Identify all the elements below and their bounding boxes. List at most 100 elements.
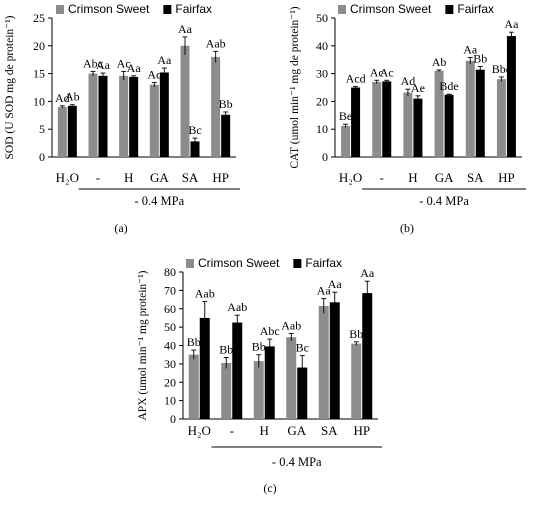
bar-crimson-sweet [149, 84, 159, 157]
significance-label: Be [339, 109, 352, 123]
y-axis-label: CAT (umol min⁻¹ mg de protein⁻¹) [289, 6, 301, 168]
significance-label: Ad [401, 74, 416, 88]
y-tick-label: 15 [33, 67, 45, 81]
legend-label: Fairfax [175, 2, 212, 16]
y-tick-label: 5 [39, 122, 45, 136]
legend-label: Fairfax [305, 256, 342, 270]
significance-label: Aa [96, 58, 111, 72]
y-axis-label: APX (umol min⁻¹ mg protein⁻¹) [137, 270, 149, 420]
bar-crimson-sweet [318, 305, 329, 419]
legend-label: Crimson Sweet [350, 2, 432, 16]
y-tick-label: 20 [33, 39, 45, 53]
y-tick-label: 20 [316, 94, 328, 108]
cat-chart: 0 10 20 30 40 50 CAT (umol min⁻¹ mg de protein… [289, 2, 526, 235]
significance-label: Bb [219, 342, 233, 356]
bar-fairfax [129, 76, 139, 157]
x-tick-label: GA [150, 170, 169, 185]
y-tick-label: 0 [170, 412, 176, 426]
y-tick-label: 10 [316, 122, 328, 136]
x-tick-label: SA [182, 170, 199, 185]
bar-fairfax [264, 346, 275, 419]
significance-label: Ac [370, 65, 384, 79]
bar-crimson-sweet [351, 343, 362, 419]
y-tick-label: 40 [164, 339, 176, 353]
condition-label: - 0.4 MPa [135, 194, 185, 208]
y-tick-label: 10 [33, 94, 45, 108]
x-tick-label: - [380, 170, 384, 185]
condition-label: - 0.4 MPa [272, 455, 322, 469]
y-tick-label: 25 [33, 11, 45, 25]
bar-fairfax [232, 322, 243, 419]
y-tick-label: 0 [322, 150, 328, 164]
bar-crimson-sweet [434, 70, 444, 157]
y-tick-label: 70 [164, 283, 176, 297]
bar-fairfax [475, 69, 485, 157]
x-tick-label: - [230, 423, 234, 438]
significance-label: Ac [380, 65, 394, 79]
bar-fairfax [413, 98, 423, 157]
x-tick-label: - [96, 170, 100, 185]
y-tick-label: 60 [164, 302, 176, 316]
y-tick-label: 0 [39, 150, 45, 164]
significance-label: Bb [349, 327, 363, 341]
significance-label: Aab [281, 319, 301, 333]
legend-swatch [56, 5, 64, 14]
significance-label: Bb [187, 335, 201, 349]
significance-label: Aa [178, 22, 193, 36]
panel-label: (b) [400, 221, 414, 235]
bar-crimson-sweet [221, 362, 232, 419]
bar-crimson-sweet [211, 56, 221, 157]
significance-label: Acd [346, 71, 366, 85]
significance-label: Aa [317, 284, 332, 298]
bar-fairfax [67, 105, 77, 157]
bar-fairfax [221, 114, 231, 157]
bar-crimson-sweet [465, 60, 475, 158]
x-tick-label: SA [321, 423, 338, 438]
significance-label: Bc [296, 341, 309, 355]
legend-label: Crimson Sweet [198, 256, 280, 270]
y-tick-label: 10 [164, 394, 176, 408]
significance-label: Aa [328, 277, 343, 291]
significance-label: Aa [463, 42, 478, 56]
panel-label: (a) [114, 221, 127, 235]
bar-crimson-sweet [496, 79, 506, 157]
x-tick-label: H [260, 423, 269, 438]
bar-crimson-sweet [286, 337, 297, 419]
significance-label: Aab [227, 300, 247, 314]
y-tick-label: 30 [316, 67, 328, 81]
bar-crimson-sweet [88, 73, 98, 157]
bar-crimson-sweet [372, 81, 382, 157]
significance-label: Ae [411, 81, 425, 95]
significance-label: Bb [473, 51, 487, 65]
bar-crimson-sweet [119, 75, 129, 157]
y-tick-label: 50 [164, 320, 176, 334]
bar-fairfax [98, 75, 108, 157]
bar-fairfax [506, 36, 516, 157]
bar-fairfax [199, 317, 210, 419]
significance-label: Abc [260, 324, 280, 338]
bar-fairfax [159, 72, 169, 157]
significance-label: Ac [147, 67, 161, 81]
bar-crimson-sweet [253, 361, 264, 419]
significance-label: Aa [360, 266, 375, 280]
significance-label: Abc [83, 56, 103, 70]
significance-label: Bc [188, 123, 201, 137]
x-tick-label: HP [212, 170, 229, 185]
bar-crimson-sweet [57, 106, 67, 157]
significance-label: Bbc [492, 62, 511, 76]
bar-crimson-sweet [403, 92, 413, 157]
significance-label: Aa [157, 53, 172, 67]
y-tick-label: 80 [164, 265, 176, 279]
panel-label: (c) [263, 481, 276, 495]
y-tick-label: 50 [316, 11, 328, 25]
bar-crimson-sweet [188, 354, 199, 419]
x-tick-label: H₂O [339, 170, 362, 185]
x-tick-label: GA [435, 170, 454, 185]
legend-swatch [445, 5, 454, 14]
significance-label: Aab [195, 286, 215, 300]
apx-chart: 0 10 20 30 40 50 60 70 80 APX (umol min⁻¹ mg prot… [137, 256, 382, 495]
bar-fairfax [351, 87, 361, 157]
significance-label: Ab [432, 55, 447, 69]
